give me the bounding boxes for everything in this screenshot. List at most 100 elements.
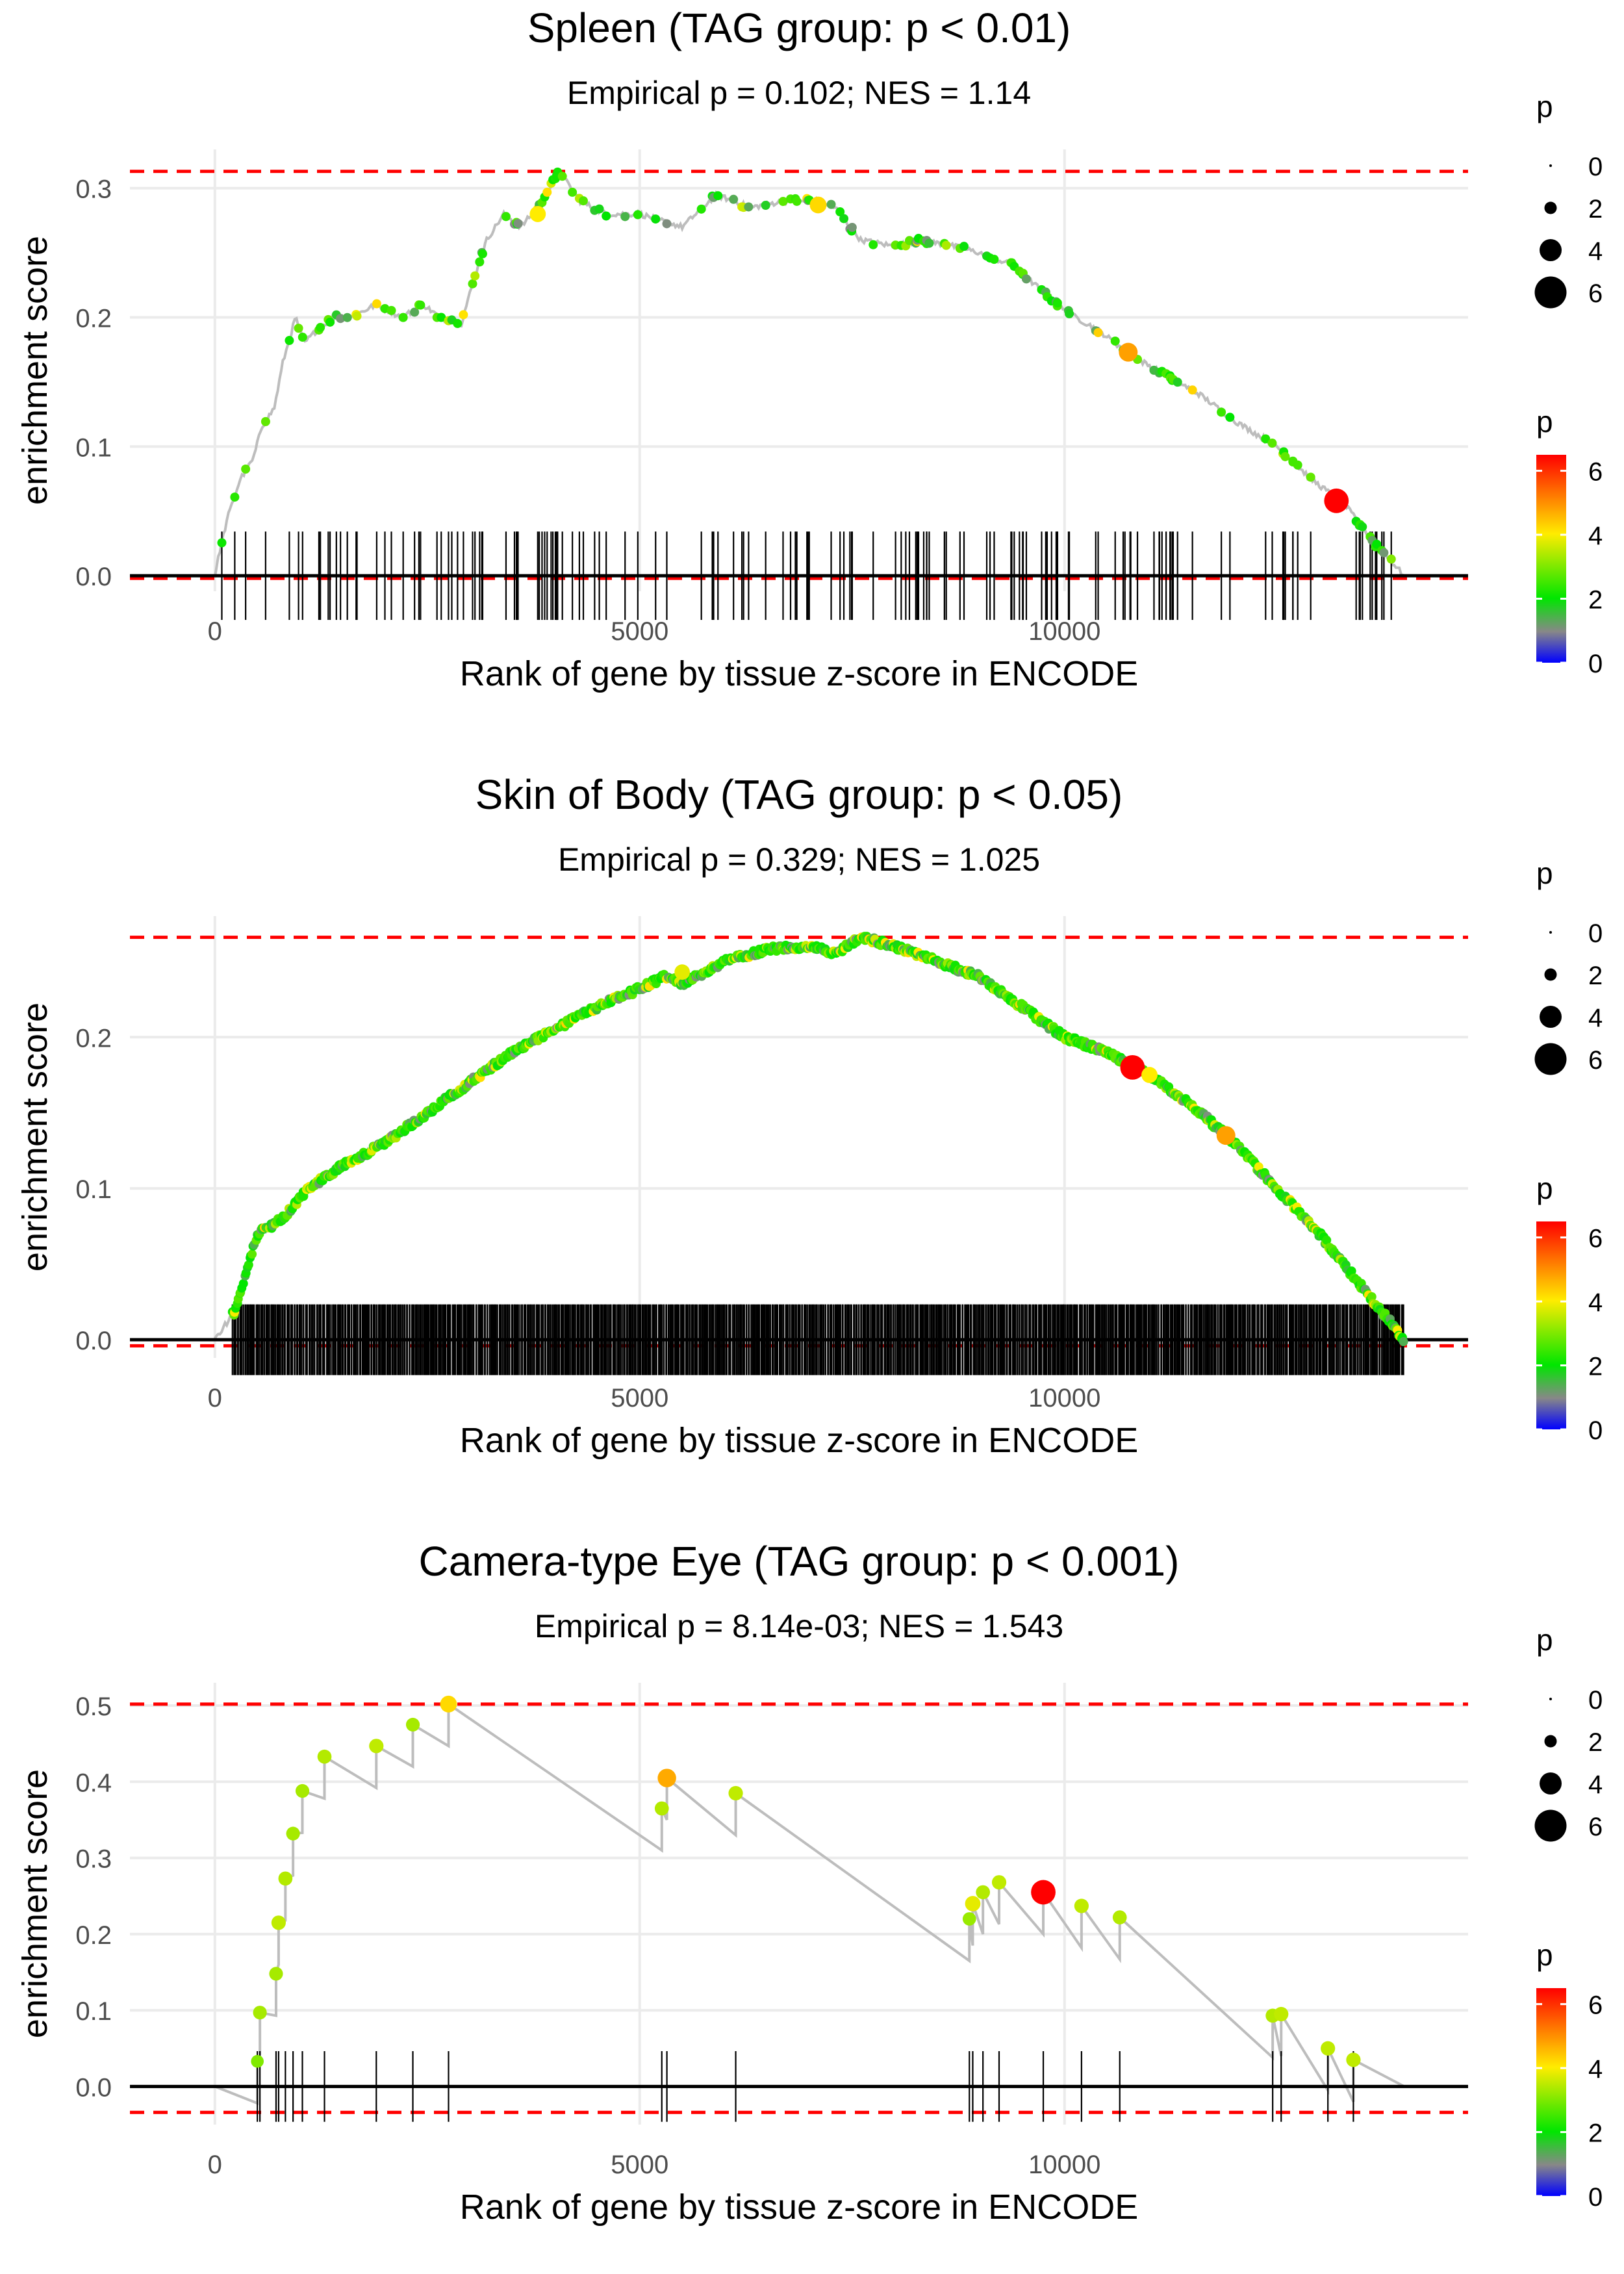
size-legend-dot: [1544, 1735, 1557, 1748]
hit-point: [962, 1912, 976, 1926]
hit-point: [244, 1260, 253, 1270]
hit-point: [1225, 413, 1235, 422]
x-tick-label: 5000: [611, 617, 668, 646]
hit-point: [924, 238, 934, 248]
size-legend-title: p: [1536, 1623, 1553, 1657]
color-legend-label: 6: [1588, 458, 1603, 487]
running-sum-line: [214, 1702, 1405, 2106]
color-legend-title: p: [1536, 405, 1553, 439]
hit-point: [965, 1896, 981, 1911]
y-tick-label: 0.1: [75, 1997, 112, 2026]
hit-point: [230, 492, 240, 502]
hit-point: [847, 223, 857, 233]
hit-point: [298, 332, 307, 342]
hit-point: [941, 240, 951, 250]
hit-point: [269, 1967, 283, 1981]
hit-point: [1399, 1336, 1408, 1346]
color-legend-label: 6: [1588, 1991, 1603, 2020]
hit-point: [761, 201, 770, 211]
hit-point: [1021, 274, 1031, 284]
hit-point: [529, 206, 546, 222]
color-legend-title: p: [1536, 1171, 1553, 1205]
size-legend-dot: [1544, 201, 1557, 214]
x-tick-label: 5000: [611, 2151, 668, 2179]
hit-point: [959, 242, 969, 251]
hit-point: [839, 214, 849, 224]
hit-point: [1141, 1067, 1158, 1083]
color-legend-label: 2: [1588, 1353, 1603, 1381]
hit-point: [1074, 1898, 1089, 1913]
hit-point: [744, 202, 754, 212]
hit-point: [475, 257, 485, 267]
size-legend-label: 4: [1588, 1770, 1603, 1799]
hit-point: [1261, 434, 1271, 444]
size-legend-dot: [1540, 1006, 1562, 1028]
x-axis-label: Rank of gene by tissue z-score in ENCODE: [460, 1421, 1138, 1460]
hit-point: [238, 1279, 248, 1288]
chart-title: Skin of Body (TAG group: p < 0.05): [476, 771, 1123, 818]
hit-point: [316, 323, 325, 333]
hit-point: [470, 271, 480, 281]
hit-point: [696, 204, 706, 214]
hit-point: [440, 1695, 457, 1713]
size-legend-dot: [1540, 239, 1562, 261]
x-tick-label: 0: [208, 1384, 222, 1412]
hit-point: [1306, 472, 1315, 482]
hit-point: [1321, 2041, 1336, 2056]
chart-subtitle: Empirical p = 0.329; NES = 1.025: [558, 841, 1040, 878]
hit-point: [278, 1871, 293, 1886]
hit-point: [1274, 2006, 1289, 2022]
hit-point: [792, 196, 802, 206]
y-axis-label: enrichment score: [16, 1769, 55, 2038]
chart-panel-2: Skin of Body (TAG group: p < 0.05) Empiri…: [16, 771, 1603, 1460]
y-tick-label: 0.1: [75, 433, 112, 462]
chart-panel-1: Spleen (TAG group: p < 0.01) Empirical p …: [16, 5, 1603, 693]
x-axis-label: Rank of gene by tissue z-score in ENCODE: [460, 2188, 1138, 2227]
size-legend-label: 0: [1588, 919, 1603, 948]
hit-point: [247, 1249, 257, 1259]
hit-point: [437, 313, 446, 322]
color-bar: [1536, 1988, 1566, 2196]
hit-point: [387, 305, 396, 315]
hit-point: [1120, 1054, 1145, 1080]
y-tick-label: 0.0: [75, 1327, 112, 1355]
size-legend-label: 0: [1588, 153, 1603, 181]
hit-point: [1052, 298, 1062, 308]
y-tick-label: 0.0: [75, 2073, 112, 2102]
hit-point: [286, 1826, 300, 1841]
hit-point: [633, 210, 642, 220]
color-legend-label: 0: [1588, 650, 1603, 678]
hit-point: [1065, 309, 1074, 318]
y-tick-label: 0.3: [75, 1845, 112, 1874]
hit-point: [1217, 407, 1226, 417]
hit-point: [372, 299, 381, 309]
y-tick-label: 0.4: [75, 1769, 112, 1797]
chart-title: Spleen (TAG group: p < 0.01): [527, 5, 1071, 51]
hit-point: [778, 197, 788, 207]
color-legend-label: 6: [1588, 1225, 1603, 1253]
hit-point: [662, 219, 672, 229]
hit-point: [991, 1875, 1007, 1890]
hit-point: [869, 240, 878, 249]
hit-point: [976, 1885, 991, 1900]
hit-point: [253, 2006, 267, 2020]
hit-point: [1379, 548, 1389, 557]
hit-point: [1280, 452, 1290, 461]
hit-point: [251, 2054, 264, 2068]
hit-point: [729, 194, 739, 204]
hit-point: [1347, 1266, 1356, 1276]
x-tick-label: 0: [208, 617, 222, 646]
hit-point: [410, 307, 420, 317]
hit-point: [416, 300, 425, 310]
size-legend-label: 0: [1588, 1686, 1603, 1715]
hit-point: [217, 538, 227, 548]
chart-subtitle: Empirical p = 0.102; NES = 1.14: [567, 75, 1031, 111]
y-tick-label: 0.2: [75, 1921, 112, 1950]
x-axis-label: Rank of gene by tissue z-score in ENCODE: [460, 654, 1138, 693]
hit-point: [513, 218, 523, 228]
hit-point: [1293, 460, 1302, 470]
hit-point: [336, 314, 346, 324]
hit-point: [568, 187, 577, 197]
hit-point: [542, 187, 552, 197]
